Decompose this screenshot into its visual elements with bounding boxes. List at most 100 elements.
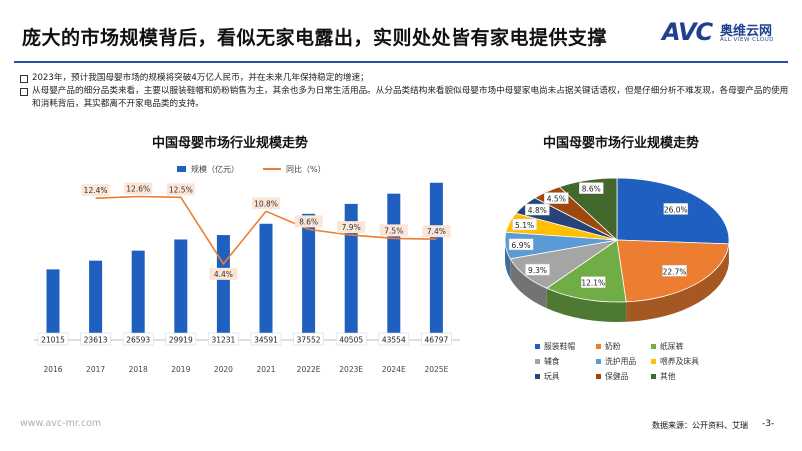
page-title: 庞大的市场规模背后，看似无家电露出，实则处处皆有家电提供支撑 bbox=[22, 27, 608, 49]
bar bbox=[46, 269, 60, 340]
bar-chart-title: 中国母婴市场行业规模走势 bbox=[152, 135, 308, 151]
bar-value-label-box bbox=[37, 332, 69, 346]
footer-url[interactable]: www.avc-mr.com bbox=[20, 418, 102, 429]
legend-swatch-slice bbox=[535, 374, 540, 379]
line-value-label-box bbox=[209, 267, 238, 280]
legend-label-slice: 喂养及床具 bbox=[660, 356, 699, 366]
x-tick-label: 2020 bbox=[214, 365, 233, 374]
note-item: 从母婴产品的细分品类来看，主要以服装鞋帽和奶粉销售为主，其余也多为日常生活用品。… bbox=[20, 85, 792, 111]
pie-label-box bbox=[663, 203, 689, 215]
x-tick-label: 2021 bbox=[256, 365, 275, 374]
pie-label-box bbox=[525, 263, 550, 276]
bar bbox=[131, 250, 145, 340]
bar bbox=[387, 193, 401, 340]
bar-value-label: 43554 bbox=[382, 336, 406, 345]
bar-value-label: 34591 bbox=[254, 336, 278, 345]
bar bbox=[344, 203, 358, 340]
bar-value-label: 40505 bbox=[339, 336, 363, 345]
line-value-label: 12.5% bbox=[169, 185, 193, 194]
line-value-label: 4.4% bbox=[214, 270, 233, 279]
logo-mark: AVC bbox=[662, 18, 713, 46]
x-tick-label: 2019 bbox=[171, 365, 190, 374]
pie-value-label: 8.6% bbox=[582, 185, 601, 194]
pie-label-box bbox=[579, 182, 604, 194]
x-tick-label: 2023E bbox=[339, 365, 363, 374]
bar bbox=[302, 213, 316, 340]
legend-label-slice: 奶粉 bbox=[605, 341, 621, 351]
legend-label-slice: 服装鞋帽 bbox=[544, 341, 575, 351]
legend-label-slice: 纸尿裤 bbox=[660, 341, 684, 351]
x-tick-label: 2025E bbox=[424, 365, 448, 374]
bar-value-label: 26593 bbox=[126, 336, 150, 345]
pie-label-box bbox=[525, 203, 550, 216]
bar-value-label: 23613 bbox=[84, 336, 108, 345]
page-number: -3- bbox=[762, 419, 775, 429]
legend-label-slice: 洗护用品 bbox=[605, 356, 636, 366]
line-value-label-box bbox=[252, 197, 280, 210]
pie-slice-side bbox=[546, 288, 627, 322]
footer-source: 数据来源：公开资料、艾瑞 bbox=[652, 421, 748, 430]
notes: 2023年，预计我国母婴市场的规模将突破4万亿人民币，并在未来几年保持稳定的增速… bbox=[20, 72, 792, 111]
pie-label-box bbox=[662, 265, 687, 277]
legend-label-line: 同比（%） bbox=[286, 164, 326, 174]
bar bbox=[429, 182, 443, 340]
legend-swatch-slice bbox=[596, 374, 601, 379]
legend-label-slice: 保健品 bbox=[605, 371, 629, 381]
bar-value-label-box bbox=[80, 332, 111, 346]
pie-chart-title: 中国母婴市场行业规模走势 bbox=[543, 135, 699, 151]
pie-value-label: 5.1% bbox=[515, 221, 534, 230]
note-item: 2023年，预计我国母婴市场的规模将突破4万亿人民币，并在未来几年保持稳定的增速… bbox=[20, 72, 792, 85]
line-value-label-box bbox=[124, 182, 153, 195]
pie-value-label: 22.7% bbox=[663, 267, 687, 276]
bar-value-label-box bbox=[335, 332, 367, 346]
legend-label-slice: 辅食 bbox=[544, 356, 560, 366]
legend-swatch-slice bbox=[596, 344, 601, 349]
line-value-label-box bbox=[294, 215, 323, 228]
note-text: 2023年，预计我国母婴市场的规模将突破4万亿人民币，并在未来几年保持稳定的增速… bbox=[32, 73, 369, 83]
bar-value-label-box bbox=[421, 332, 452, 346]
bar-value-label-box bbox=[208, 332, 239, 346]
pie-value-label: 4.8% bbox=[528, 206, 547, 215]
pie-value-label: 12.1% bbox=[581, 279, 605, 288]
pie-label-box bbox=[544, 192, 569, 204]
pie-slice bbox=[545, 239, 627, 303]
pie-label-box bbox=[581, 276, 606, 288]
line-value-label: 7.4% bbox=[427, 227, 446, 236]
bar-value-label-box bbox=[378, 332, 410, 346]
pie-value-label: 4.5% bbox=[547, 195, 566, 204]
bar bbox=[174, 239, 188, 340]
x-tick-label: 2024E bbox=[382, 365, 406, 374]
legend-label-slice: 玩具 bbox=[544, 372, 560, 381]
pie-slice-side bbox=[510, 258, 547, 309]
legend-label-bar: 规模（亿元） bbox=[191, 164, 239, 174]
x-tick-label: 2016 bbox=[43, 365, 62, 374]
note-text: 从母婴产品的细分品类来看，主要以服装鞋帽和奶粉销售为主，其余也多为日常生活用品。… bbox=[32, 86, 789, 109]
pie-depth bbox=[505, 240, 729, 322]
bar bbox=[216, 235, 230, 340]
title-divider bbox=[14, 61, 788, 63]
x-tick-label: 2018 bbox=[129, 365, 148, 374]
line-value-label: 10.8% bbox=[254, 199, 278, 208]
line-value-label-box bbox=[422, 225, 451, 238]
bar-value-label: 37552 bbox=[297, 336, 321, 345]
legend-swatch-slice bbox=[651, 374, 656, 379]
bar-value-label: 29919 bbox=[169, 336, 193, 345]
bar bbox=[89, 260, 103, 340]
legend-swatch-slice bbox=[596, 359, 601, 364]
legend-swatch-slice bbox=[535, 359, 540, 364]
line-value-label-box bbox=[337, 221, 366, 234]
line-value-label: 12.6% bbox=[126, 185, 150, 194]
pie-slice-side bbox=[626, 243, 729, 322]
bar-value-label-box bbox=[250, 332, 282, 346]
line-value-label: 7.9% bbox=[342, 223, 361, 232]
legend-swatch-slice bbox=[651, 359, 656, 364]
pie-label-box bbox=[512, 218, 537, 231]
line-series bbox=[95, 195, 437, 266]
line-value-label: 7.5% bbox=[384, 226, 403, 235]
pie-value-label: 26.0% bbox=[664, 205, 688, 214]
legend-label-slice: 其他 bbox=[660, 371, 676, 381]
bar-value-label: 31231 bbox=[211, 336, 235, 345]
legend-swatch-slice bbox=[535, 344, 540, 349]
bar-value-label: 46797 bbox=[424, 336, 448, 345]
